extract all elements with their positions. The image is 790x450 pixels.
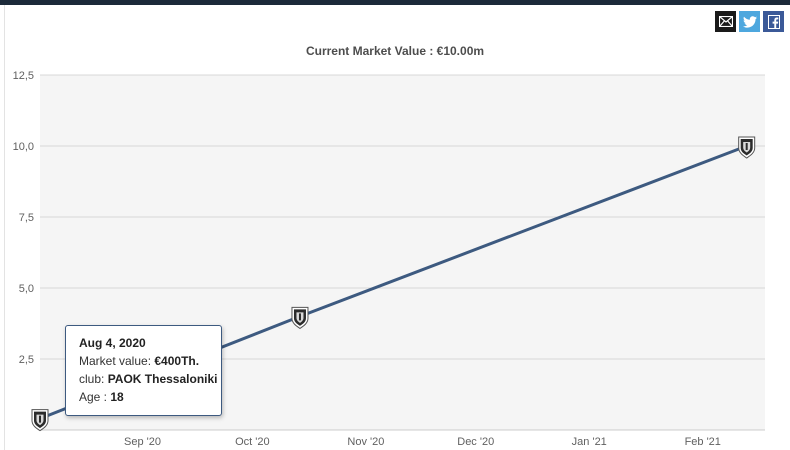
- x-tick-label: Dec '20: [457, 436, 494, 448]
- y-tick-label: 2,5: [19, 354, 34, 366]
- envelope-icon: [718, 16, 733, 27]
- tooltip-market-value: Market value: €400Th.: [79, 352, 221, 370]
- y-tick-label: 12,5: [13, 70, 34, 82]
- tooltip-age-value: 18: [110, 390, 124, 404]
- tooltip-market-value-value: €400Th.: [154, 354, 200, 368]
- x-tick-label: Jan '21: [572, 436, 607, 448]
- tooltip-club-value: PAOK Thessaloniki: [107, 372, 218, 386]
- y-tick-label: 10,0: [13, 141, 34, 153]
- y-tick-label: 5,0: [19, 283, 34, 295]
- x-tick-label: Sep '20: [124, 436, 161, 448]
- data-point-marker[interactable]: [291, 306, 309, 330]
- data-point-marker[interactable]: [738, 136, 756, 159]
- data-tooltip: Aug 4, 2020 Market value: €400Th. club: …: [65, 325, 222, 416]
- share-facebook-button[interactable]: [763, 11, 784, 32]
- share-buttons: [715, 11, 784, 32]
- tooltip-age: Age : 18: [79, 388, 221, 406]
- twitter-icon: [742, 15, 757, 28]
- tooltip-club-label: club:: [79, 372, 108, 386]
- share-email-button[interactable]: [715, 11, 736, 32]
- share-twitter-button[interactable]: [739, 11, 760, 32]
- tooltip-date: Aug 4, 2020: [79, 336, 146, 350]
- tooltip-market-value-label: Market value:: [79, 354, 155, 368]
- tooltip-club: club: PAOK Thessaloniki: [79, 370, 221, 388]
- y-tick-label: 7,5: [19, 212, 34, 224]
- facebook-icon: [767, 14, 780, 29]
- x-tick-label: Nov '20: [347, 436, 384, 448]
- left-border: [4, 5, 5, 450]
- chart-title: Current Market Value : €10.00m: [305, 44, 485, 58]
- x-tick-label: Oct '20: [235, 436, 270, 448]
- x-tick-label: Feb '21: [685, 436, 721, 448]
- top-bar: [0, 0, 790, 5]
- data-point-marker[interactable]: [31, 409, 49, 432]
- tooltip-age-label: Age :: [79, 390, 111, 404]
